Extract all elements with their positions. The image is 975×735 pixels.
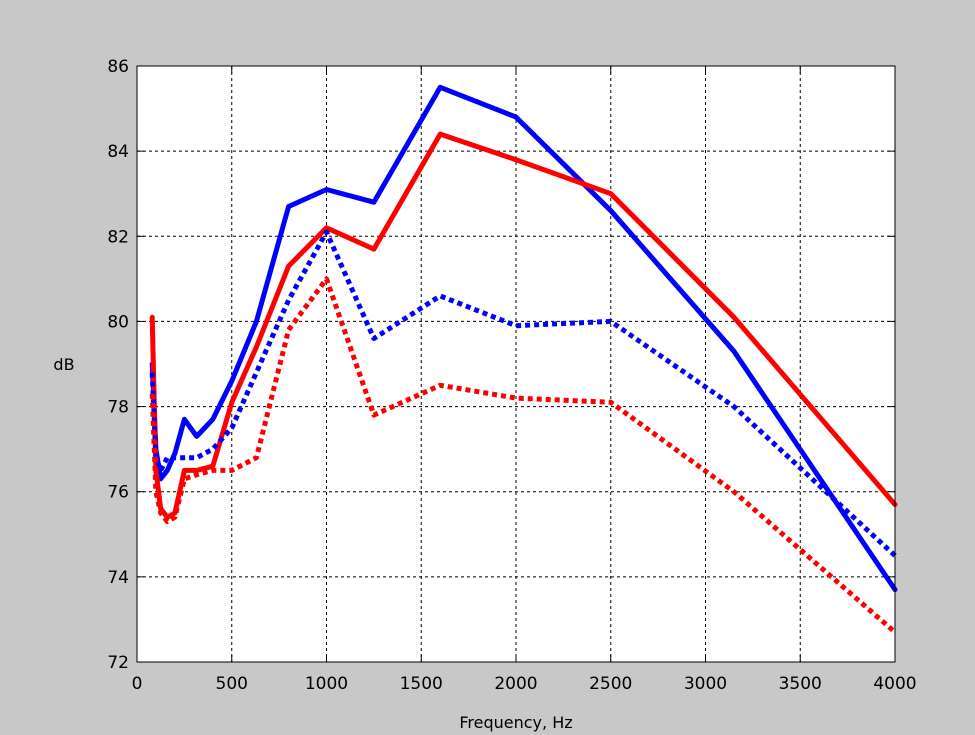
x-tick-label: 1500 — [400, 674, 443, 694]
y-axis-label: dB — [53, 355, 74, 374]
y-tick-label: 76 — [107, 483, 129, 503]
x-tick-label: 2500 — [589, 674, 632, 694]
tick-marks — [136, 65, 896, 663]
series-line-blue-solid — [149, 84, 898, 593]
x-tick-label: 3500 — [779, 674, 822, 694]
y-tick-label: 74 — [107, 568, 129, 588]
series-lines — [149, 84, 898, 635]
series-line-red-dotted — [149, 276, 897, 635]
y-tick-label: 80 — [107, 312, 129, 332]
x-tick-label: 2000 — [494, 674, 537, 694]
x-tick-label: 3000 — [684, 674, 727, 694]
x-tick-label: 1000 — [305, 674, 348, 694]
y-tick-labels: 72 74 76 78 80 82 84 86 — [107, 57, 129, 673]
y-tick-label: 86 — [107, 57, 129, 77]
series-line-red-solid — [149, 131, 898, 520]
plot-area — [137, 66, 895, 662]
y-tick-label: 82 — [107, 227, 129, 247]
x-tick-label: 500 — [216, 674, 248, 694]
y-tick-label: 78 — [107, 398, 129, 418]
y-tick-label: 84 — [107, 142, 129, 162]
x-tick-labels: 0 500 1000 1500 2000 2500 3000 3500 4000 — [132, 674, 917, 694]
grid-lines — [137, 66, 895, 662]
y-tick-label: 72 — [107, 653, 129, 673]
x-axis-label: Frequency, Hz — [459, 713, 572, 732]
x-tick-label: 4000 — [873, 674, 916, 694]
x-tick-label: 0 — [132, 674, 143, 694]
series-line-blue-dotted — [149, 229, 897, 558]
